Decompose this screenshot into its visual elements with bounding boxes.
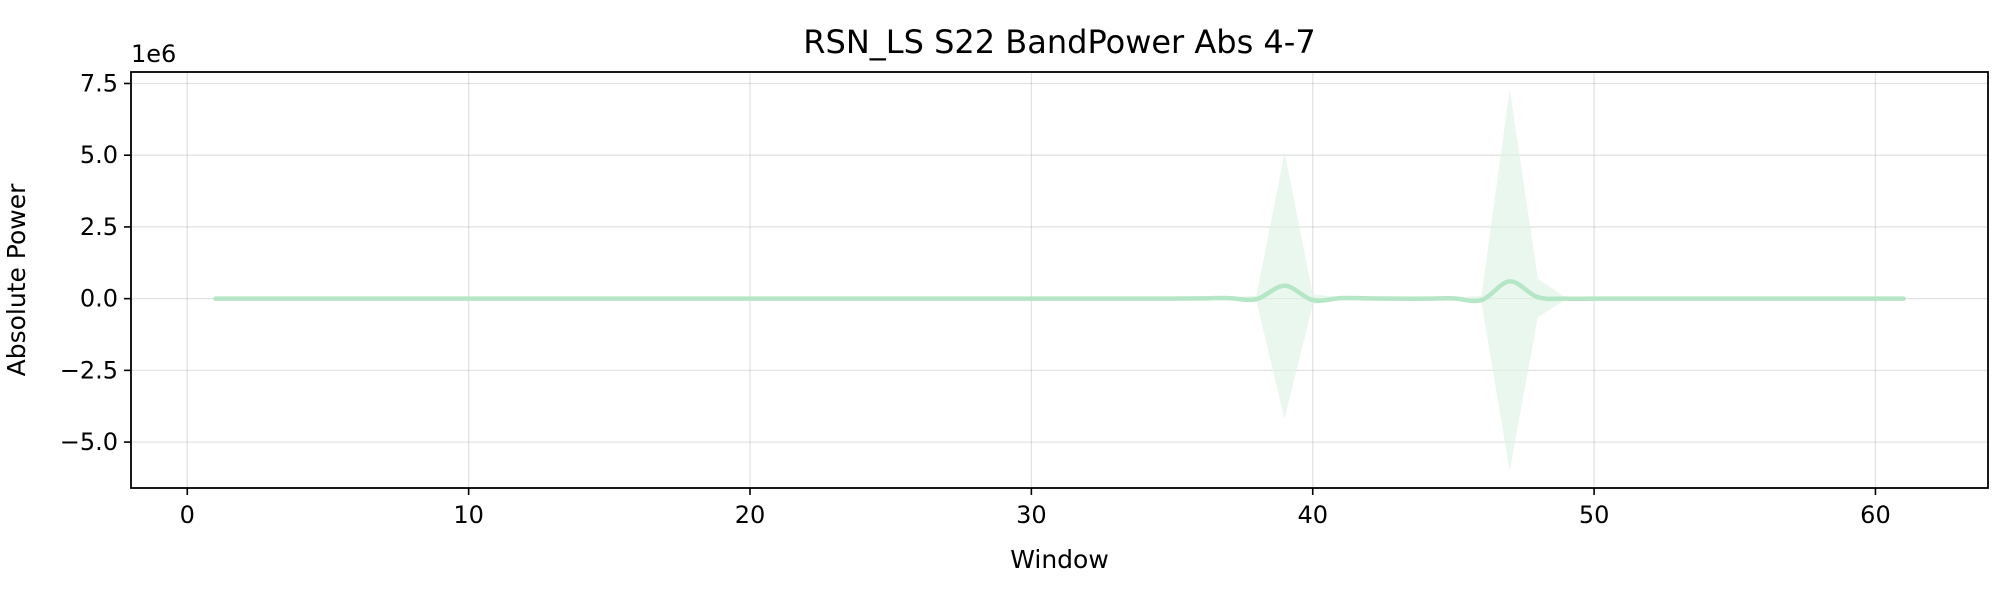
y-tick-label: 7.5 [80, 69, 118, 97]
y-axis-offset-label: 1e6 [131, 40, 176, 68]
y-tick-label: 5.0 [80, 141, 118, 169]
x-tick-label: 20 [735, 501, 766, 529]
data-layer [213, 89, 1906, 471]
chart-title: RSN_LS S22 BandPower Abs 4-7 [803, 23, 1315, 61]
y-tick-label: 2.5 [80, 213, 118, 241]
x-tick-label: 60 [1860, 501, 1891, 529]
x-tick-label: 40 [1297, 501, 1328, 529]
x-tick-label: 50 [1579, 501, 1610, 529]
tick-layer: 0 10 20 30 40 50 60 −5.0 −2.5 0.0 2.5 5.0 7.5 [60, 69, 1891, 529]
y-tick-label: 0.0 [80, 285, 118, 313]
y-axis-title: Absolute Power [2, 183, 31, 377]
plot-frame [130, 71, 1989, 489]
x-axis-title: Window [1010, 545, 1109, 574]
x-tick-label: 0 [180, 501, 195, 529]
y-tick-label: −5.0 [60, 428, 118, 456]
x-tick-label: 10 [453, 501, 484, 529]
y-tick-label: −2.5 [60, 356, 118, 384]
series-mean-line [213, 279, 1906, 304]
x-tick-label: 30 [1016, 501, 1047, 529]
grid-layer [131, 72, 1988, 488]
